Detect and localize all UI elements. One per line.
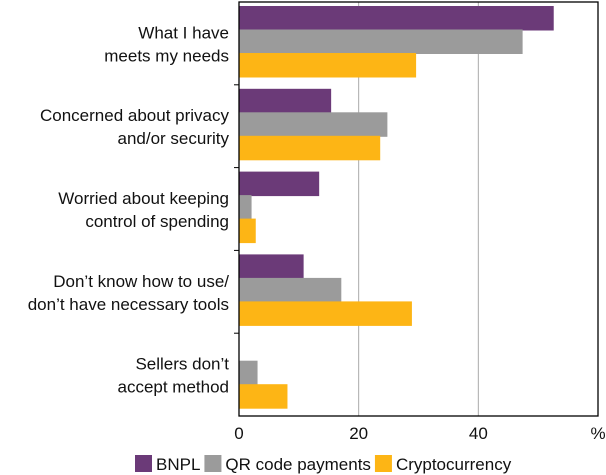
bar-cryptocurrency (239, 384, 288, 409)
category-label: control of spending (85, 212, 229, 231)
bar-cryptocurrency (239, 135, 381, 161)
category-label: don’t have necessary tools (28, 295, 229, 314)
x-tick-label: 20 (349, 424, 368, 443)
category-label: meets my needs (104, 46, 229, 65)
bar-cryptocurrency (239, 301, 412, 326)
x-tick-label: % (590, 424, 605, 443)
bar-qr-code-payments (239, 277, 342, 303)
category-label: and/or security (118, 129, 230, 148)
bar-qr-code-payments (239, 29, 523, 54)
legend-label: Cryptocurrency (396, 455, 512, 474)
bar-qr-code-payments (239, 195, 252, 220)
bar-bnpl (239, 254, 304, 279)
category-label: What I have (138, 23, 229, 42)
bar-cryptocurrency (239, 53, 417, 78)
bar-bnpl (239, 171, 320, 197)
legend-label: BNPL (156, 455, 200, 474)
x-tick-label: 40 (469, 424, 488, 443)
category-label: Worried about keeping (58, 189, 229, 208)
category-label: accept method (117, 378, 229, 397)
bar-bnpl (239, 88, 332, 114)
category-label: Sellers don’t (135, 355, 229, 374)
category-label: Concerned about privacy (40, 106, 230, 125)
plot-frame (238, 1, 599, 417)
bar-cryptocurrency (239, 218, 256, 244)
legend-label: QR code payments (225, 455, 371, 474)
bar-bnpl (239, 6, 554, 31)
bar-qr-code-payments (239, 360, 258, 386)
legend-swatch (374, 455, 392, 472)
category-label: Don’t know how to use/ (53, 272, 229, 291)
legend-swatch (204, 455, 222, 472)
legend-swatch (135, 455, 152, 472)
bar-qr-code-payments (239, 112, 388, 137)
x-tick-label: 0 (234, 424, 243, 443)
